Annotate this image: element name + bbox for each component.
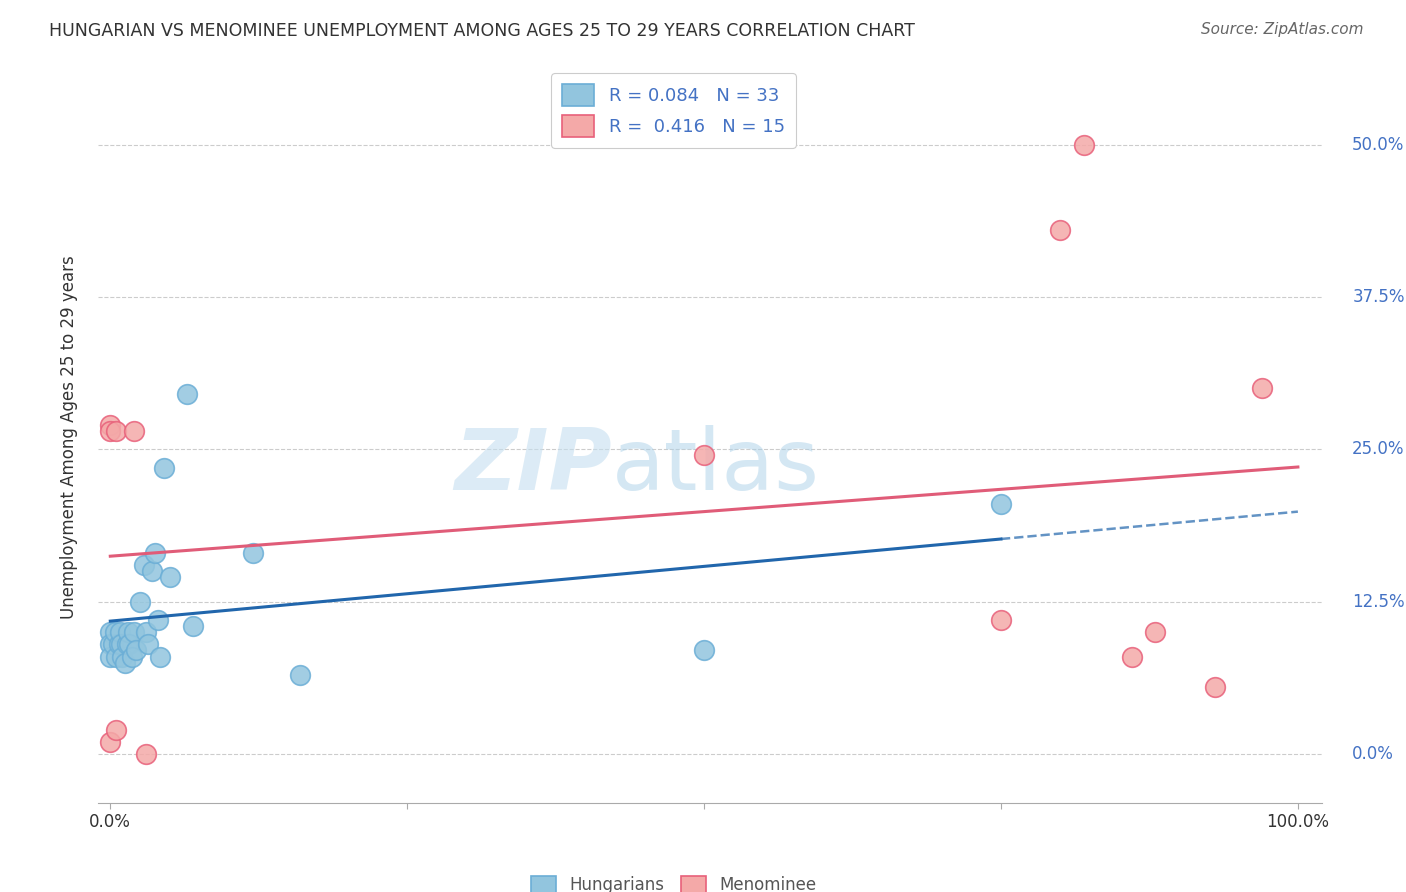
Point bbox=[135, 625, 157, 640]
Point bbox=[115, 637, 138, 651]
Text: 37.5%: 37.5% bbox=[1353, 288, 1405, 306]
Text: 0.0%: 0.0% bbox=[90, 813, 131, 830]
Point bbox=[1251, 381, 1274, 395]
Point bbox=[105, 424, 128, 438]
Point bbox=[111, 649, 134, 664]
Point bbox=[132, 558, 155, 573]
Text: atlas: atlas bbox=[612, 425, 820, 508]
Point bbox=[141, 564, 163, 578]
Point bbox=[693, 449, 716, 463]
Point bbox=[107, 637, 129, 651]
Point bbox=[990, 497, 1012, 511]
Text: 25.0%: 25.0% bbox=[1353, 441, 1405, 458]
Point bbox=[104, 625, 127, 640]
Point bbox=[183, 619, 205, 633]
Point bbox=[242, 546, 264, 560]
Point bbox=[118, 637, 141, 651]
Point bbox=[149, 649, 172, 664]
Text: 12.5%: 12.5% bbox=[1353, 592, 1405, 611]
Point bbox=[176, 387, 198, 401]
Point bbox=[117, 625, 139, 640]
Point bbox=[108, 625, 131, 640]
Text: Source: ZipAtlas.com: Source: ZipAtlas.com bbox=[1201, 22, 1364, 37]
Point bbox=[122, 424, 145, 438]
Point bbox=[98, 625, 121, 640]
Point bbox=[145, 546, 167, 560]
Point bbox=[98, 424, 121, 438]
Point bbox=[152, 460, 174, 475]
Point bbox=[990, 613, 1012, 627]
Point bbox=[114, 656, 136, 670]
Point bbox=[129, 594, 152, 608]
Point bbox=[693, 643, 716, 657]
Point bbox=[110, 637, 132, 651]
Text: 100.0%: 100.0% bbox=[1267, 813, 1330, 830]
Y-axis label: Unemployment Among Ages 25 to 29 years: Unemployment Among Ages 25 to 29 years bbox=[59, 255, 77, 619]
Point bbox=[1073, 137, 1095, 152]
Text: 50.0%: 50.0% bbox=[1353, 136, 1405, 153]
Text: HUNGARIAN VS MENOMINEE UNEMPLOYMENT AMONG AGES 25 TO 29 YEARS CORRELATION CHART: HUNGARIAN VS MENOMINEE UNEMPLOYMENT AMON… bbox=[49, 22, 915, 40]
Point bbox=[1121, 649, 1143, 664]
Point bbox=[98, 649, 121, 664]
Point bbox=[121, 649, 143, 664]
Point bbox=[101, 637, 124, 651]
Point bbox=[136, 637, 159, 651]
Point bbox=[122, 625, 145, 640]
Point bbox=[159, 570, 181, 584]
Legend: Hungarians, Menominee: Hungarians, Menominee bbox=[524, 870, 823, 892]
Point bbox=[105, 723, 128, 737]
Text: ZIP: ZIP bbox=[454, 425, 612, 508]
Text: 0.0%: 0.0% bbox=[1353, 745, 1395, 763]
Point bbox=[105, 649, 128, 664]
Point bbox=[98, 637, 121, 651]
Point bbox=[98, 735, 121, 749]
Point bbox=[1049, 223, 1071, 237]
Point bbox=[146, 613, 169, 627]
Point bbox=[290, 667, 312, 681]
Point bbox=[98, 417, 121, 432]
Point bbox=[135, 747, 157, 761]
Point bbox=[1144, 625, 1167, 640]
Point bbox=[1204, 680, 1226, 694]
Point bbox=[125, 643, 148, 657]
